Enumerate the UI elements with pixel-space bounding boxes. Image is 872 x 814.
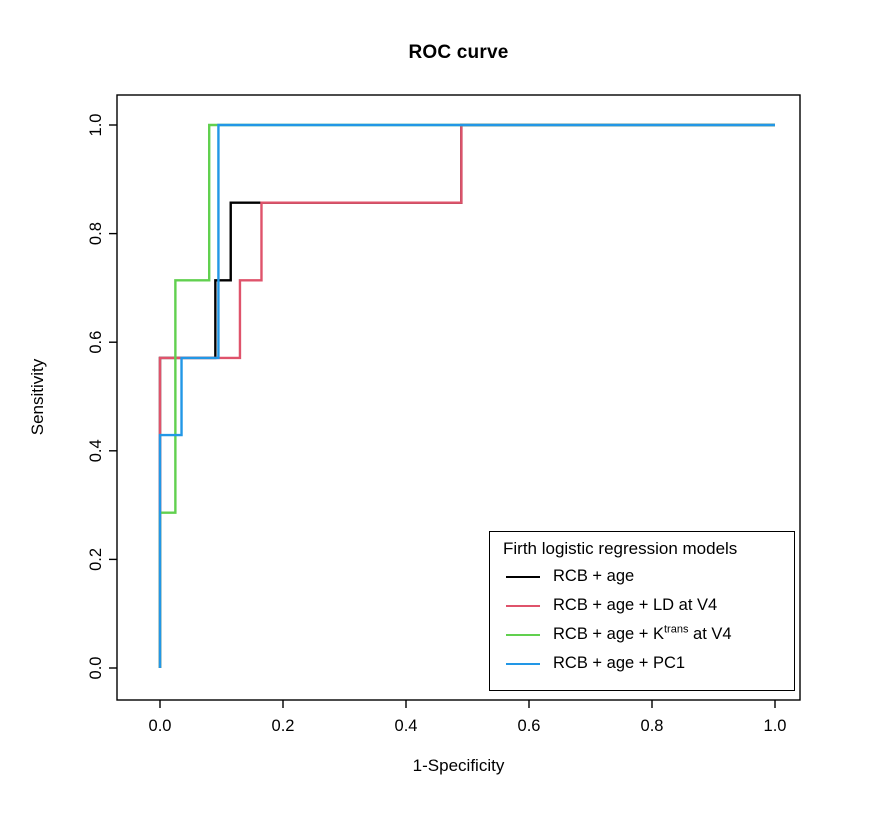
legend-label-text: at V4: [688, 625, 732, 643]
x-tick-label: 0.0: [149, 717, 172, 735]
x-tick-label: 1.0: [764, 717, 787, 735]
y-tick-label: 0.8: [87, 222, 105, 245]
legend-label-text: RCB + age: [553, 567, 635, 585]
legend-line-swatch-red: [506, 604, 540, 607]
y-tick-label: 1.0: [87, 114, 105, 137]
x-axis-label: 1-Specificity: [412, 756, 505, 775]
legend-entry-rcb-age-ktrans: RCB + age + Ktrans at V4: [503, 620, 784, 649]
x-tick-label: 0.6: [518, 717, 541, 735]
legend-label-text: RCB + age + LD at V4: [553, 596, 718, 614]
legend-box: Firth logistic regression models RCB + a…: [489, 531, 795, 691]
y-axis-label: Sensitivity: [28, 358, 47, 436]
y-tick-label: 0.6: [87, 331, 105, 354]
x-tick-label: 0.4: [395, 717, 418, 735]
y-tick-label: 0.0: [87, 657, 105, 680]
legend-line-swatch-black: [506, 575, 540, 578]
legend-label-sup: trans: [663, 623, 689, 636]
legend-line-swatch-green: [506, 633, 540, 636]
y-tick-label: 0.4: [87, 439, 105, 462]
legend-label-text: RCB + age + PC1: [553, 654, 686, 672]
roc-curve-series-3: [158, 123, 775, 668]
legend-title: Firth logistic regression models: [503, 539, 738, 558]
chart-title: ROC curve: [408, 42, 509, 63]
plot-border: [116, 94, 801, 701]
legend-label-text: RCB + age + K: [553, 625, 664, 643]
legend-entry-rcb-age: RCB + age: [503, 562, 784, 591]
legend-entry-label: RCB + age + PC1: [553, 654, 685, 673]
x-tick-label: 0.2: [272, 717, 295, 735]
y-tick-label: 0.2: [87, 548, 105, 571]
x-tick-label: 0.8: [641, 717, 664, 735]
legend-entry-label: RCB + age + LD at V4: [553, 596, 717, 615]
legend-entry-label: RCB + age: [553, 567, 634, 586]
legend-entry-rcb-age-ld: RCB + age + LD at V4: [503, 591, 784, 620]
legend-entry-label: RCB + age + Ktrans at V4: [553, 623, 732, 644]
legend-line-swatch-blue: [506, 662, 540, 665]
legend-entry-rcb-age-pc1: RCB + age + PC1: [503, 649, 784, 678]
